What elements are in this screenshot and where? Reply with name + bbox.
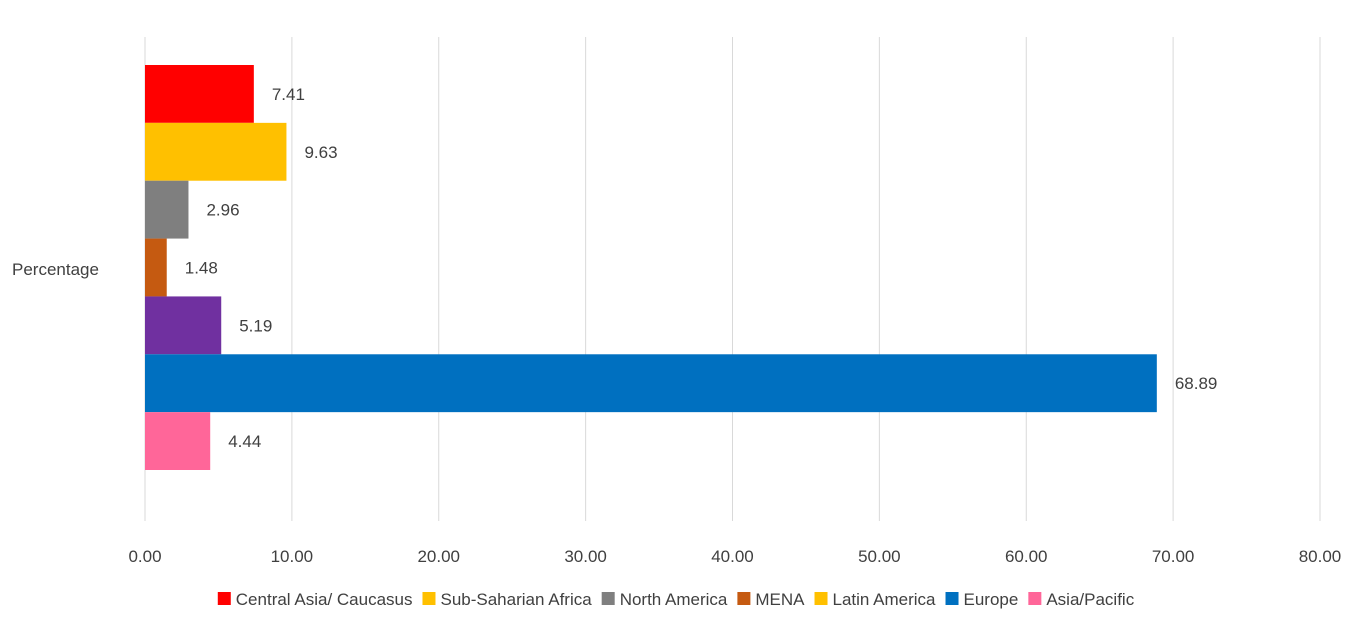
legend-item: Central Asia/ Caucasus: [217, 590, 413, 609]
x-tick-label: 40.00: [711, 547, 754, 566]
data-label: 1.48: [185, 259, 218, 278]
legend-item: MENA: [737, 590, 805, 609]
x-tick-label: 60.00: [1005, 547, 1048, 566]
data-label: 7.41: [272, 85, 305, 104]
x-tick-label: 80.00: [1299, 547, 1342, 566]
bars: [145, 65, 1157, 470]
gridlines: [144, 37, 1321, 521]
data-label: 68.89: [1175, 374, 1218, 393]
legend-swatch: [945, 592, 959, 605]
bar-asia-pacific: [145, 412, 211, 470]
data-label: 9.63: [304, 143, 337, 162]
data-label: 2.96: [206, 201, 239, 220]
legend-swatch: [1028, 592, 1042, 605]
legend-item: North America: [601, 590, 728, 609]
legend-swatch: [601, 592, 615, 605]
legend-swatch: [422, 592, 436, 605]
x-tick-label: 20.00: [417, 547, 460, 566]
legend-label: Asia/Pacific: [1046, 590, 1134, 609]
legend-label: Central Asia/ Caucasus: [236, 590, 413, 609]
category-label: Percentage: [12, 260, 99, 279]
x-axis-tick-labels: 0.00 10.00 20.00 30.00 40.00 50.00 60.00 70.00 8…: [128, 547, 1341, 566]
legend-label: Europe: [964, 590, 1019, 609]
legend-label: Latin America: [833, 590, 937, 609]
legend-label: MENA: [755, 590, 805, 609]
x-tick-label: 0.00: [128, 547, 161, 566]
data-label: 5.19: [239, 316, 272, 335]
x-tick-label: 10.00: [271, 547, 314, 566]
bar-north-america: [145, 180, 189, 239]
legend-item: Europe: [945, 590, 1019, 609]
bar-mena: [145, 238, 167, 297]
data-label: 4.44: [228, 432, 261, 451]
bar-latin-america: [145, 296, 222, 355]
legend-item: Latin America: [814, 590, 937, 609]
bar-sub-saharian-africa: [145, 122, 287, 181]
legend-swatch: [737, 592, 751, 605]
legend-label: Sub-Saharian Africa: [440, 590, 592, 609]
x-tick-label: 50.00: [858, 547, 901, 566]
bar-central-asia-caucasus: [145, 65, 254, 123]
bar-europe: [145, 354, 1157, 413]
legend-swatch: [814, 592, 828, 605]
legend: Central Asia/ Caucasus Sub-Saharian Afric…: [217, 590, 1135, 609]
legend-item: Asia/Pacific: [1028, 590, 1135, 609]
legend-swatch: [217, 592, 231, 605]
x-tick-label: 30.00: [564, 547, 607, 566]
legend-label: North America: [620, 590, 728, 609]
legend-item: Sub-Saharian Africa: [422, 590, 592, 609]
x-tick-label: 70.00: [1152, 547, 1195, 566]
data-labels: 7.41 9.63 2.96 1.48 5.19 68.89 4.44: [185, 85, 1218, 451]
